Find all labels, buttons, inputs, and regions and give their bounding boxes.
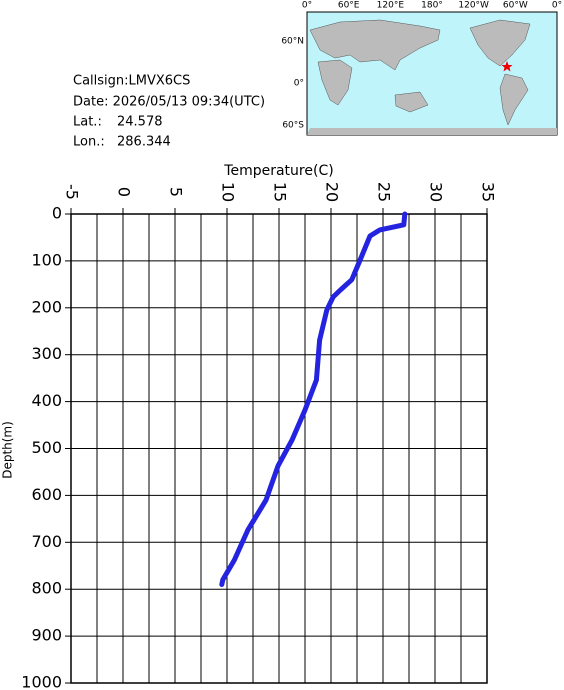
map-lon-label: 0° (302, 1, 312, 11)
map-station-marker (501, 61, 513, 72)
y-tick-label: 300 (31, 344, 62, 363)
map-eurasia (309, 19, 441, 71)
y-tick-label: 500 (31, 438, 62, 457)
world-map (306, 11, 558, 136)
map-lon-label: 0° (552, 1, 562, 11)
map-lon-label: 60°W (503, 1, 528, 11)
y-tick-label: 1000 (21, 673, 62, 690)
y-axis-label: Depth(m) (1, 421, 15, 479)
y-tick-label: 600 (31, 485, 62, 504)
x-tick-label: 20 (323, 182, 342, 202)
x-tick-label: 5 (167, 187, 186, 197)
x-tick-label: 0 (115, 187, 134, 197)
plot-frame (70, 213, 488, 684)
x-tick-label: 10 (219, 182, 238, 202)
lat-label: Lat.: (73, 115, 102, 130)
map-lon-label: 120°W (458, 1, 489, 11)
y-tick-label: 200 (31, 297, 62, 316)
map-lon-label: 180° (421, 1, 443, 11)
map-lat-label: 0° (294, 79, 304, 89)
lat: 24.578 (117, 115, 163, 130)
x-tick-label: 30 (427, 182, 446, 202)
profile-line (219, 211, 408, 587)
y-tick-label: 100 (31, 250, 62, 269)
map-antarctica (307, 128, 557, 135)
map-lat-label: 60°S (282, 121, 304, 131)
x-axis-label: Temperature(C) (223, 163, 333, 179)
map-lon-label: 120°E (377, 1, 405, 11)
map-lon-label: 60°E (338, 1, 360, 11)
y-tick-label: 900 (31, 626, 62, 645)
map-africa (317, 59, 353, 106)
callsign: Callsign:LMVX6CS (73, 74, 190, 89)
date: Date: 2026/05/13 09:34(UTC) (73, 95, 265, 110)
map-lat-label: 60°N (281, 37, 304, 47)
lon: 286.344 (117, 135, 171, 150)
y-tick-label: 400 (31, 391, 62, 410)
map-north-america (469, 19, 531, 67)
x-tick-label: 25 (375, 182, 394, 202)
y-tick-label: 700 (31, 532, 62, 551)
x-tick-label: 15 (271, 182, 290, 202)
map-south-america (499, 73, 529, 126)
x-tick-label: 35 (479, 182, 498, 202)
y-tick-label: 0 (52, 204, 62, 223)
y-tick-label: 800 (31, 579, 62, 598)
x-tick-label: -5 (63, 184, 82, 200)
map-australia (394, 91, 429, 113)
lon-label: Lon.: (73, 135, 105, 150)
